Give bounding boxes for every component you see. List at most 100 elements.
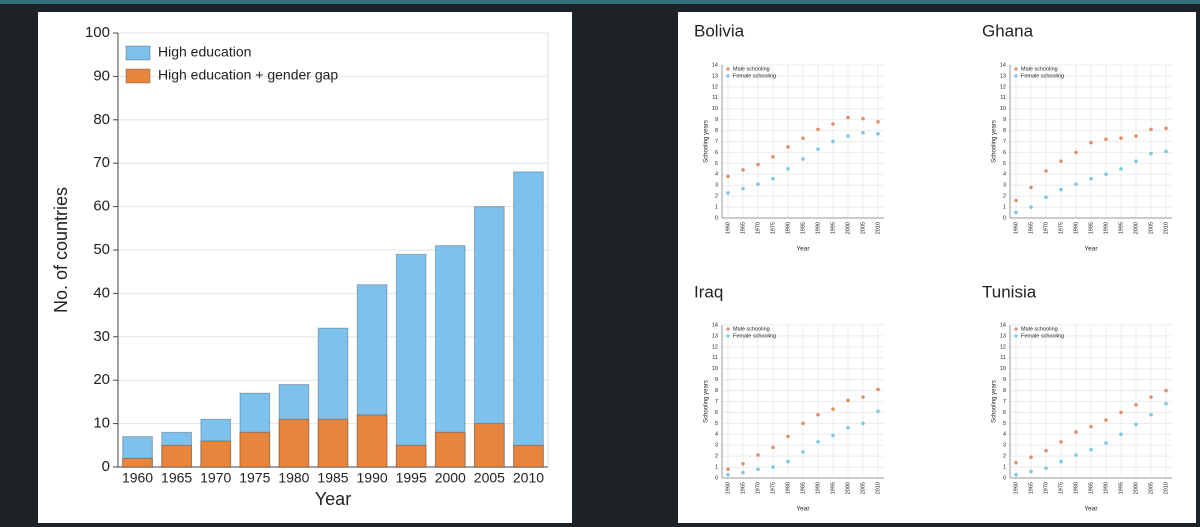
y-tick-label: 10 (1000, 106, 1006, 112)
x-tick-label: 1960 (1013, 482, 1019, 494)
y-tick-label: 4 (715, 432, 718, 438)
point (816, 147, 820, 151)
point (1044, 448, 1048, 453)
x-tick-label: 1985 (1088, 482, 1094, 494)
chart-title: Bolivia (694, 21, 745, 40)
y-tick-label: 14 (1000, 322, 1006, 328)
x-tick-label: 1970 (755, 482, 761, 494)
y-tick-label: 3 (715, 443, 718, 449)
point (1134, 422, 1138, 427)
point (876, 409, 880, 414)
point (771, 465, 775, 469)
chart-title: Ghana (982, 21, 1034, 40)
point (801, 157, 805, 161)
y-tick-label: 100 (85, 24, 110, 41)
y-tick-label: 90 (93, 67, 110, 84)
x-axis-label: Year (315, 489, 351, 509)
x-tick-label: 1990 (815, 222, 821, 234)
point (1164, 388, 1168, 393)
x-tick-label: 2010 (875, 482, 881, 494)
x-tick-label: 2005 (1148, 482, 1154, 494)
point (816, 412, 820, 417)
y-tick-label: 4 (1003, 172, 1006, 178)
legend-marker (726, 334, 730, 338)
legend-marker (726, 327, 730, 331)
x-tick-label: 2005 (860, 482, 866, 494)
y-tick-label: 9 (715, 117, 718, 123)
y-tick-label: 3 (1003, 443, 1006, 449)
x-tick-label: 1980 (1073, 222, 1079, 234)
point (1119, 410, 1123, 415)
chart-title: Iraq (694, 282, 723, 301)
top-strip (0, 0, 1200, 4)
point (876, 132, 880, 136)
y-tick-label: 11 (1000, 95, 1006, 101)
x-tick-label: 1975 (1058, 222, 1064, 234)
y-tick-label: 5 (715, 161, 718, 167)
point (831, 433, 835, 438)
point (1059, 440, 1063, 444)
point (1164, 126, 1168, 131)
y-tick-label: 10 (712, 106, 718, 112)
point (801, 421, 805, 426)
y-axis-label: No. of countries (51, 187, 71, 313)
point (1074, 430, 1078, 434)
x-tick-label: 2000 (845, 482, 851, 494)
point (1164, 401, 1168, 406)
point (831, 407, 835, 411)
y-tick-label: 11 (712, 95, 718, 101)
legend-label: Female schooling (733, 73, 776, 79)
point (876, 387, 880, 392)
y-tick-label: 20 (93, 371, 110, 388)
y-tick-label: 10 (712, 366, 718, 372)
x-tick-label: 1990 (1103, 222, 1109, 234)
x-tick-label: 1970 (755, 222, 761, 234)
y-axis-label: Schooling years (992, 380, 998, 423)
point (1149, 151, 1153, 156)
point (756, 162, 760, 167)
legend-label: Male schooling (733, 326, 770, 332)
y-axis-label: Schooling years (704, 120, 710, 163)
legend-label: High education (158, 44, 251, 60)
y-tick-label: 6 (715, 150, 718, 156)
point (1014, 198, 1018, 203)
point (1149, 412, 1153, 417)
y-tick-label: 11 (1000, 355, 1006, 361)
x-tick-label: 1990 (357, 470, 388, 486)
bar (278, 418, 310, 468)
y-tick-label: 12 (712, 84, 718, 90)
y-tick-label: 14 (1000, 62, 1006, 68)
y-tick-label: 4 (1003, 432, 1006, 438)
point (1119, 432, 1123, 437)
y-tick-label: 2 (715, 454, 718, 460)
x-tick-label: 1990 (1103, 482, 1109, 494)
x-tick-label: 1995 (1118, 482, 1124, 494)
x-tick-label: 1985 (800, 222, 806, 234)
chart-title: Tunisia (982, 282, 1037, 301)
x-tick-label: 1995 (830, 222, 836, 234)
point (741, 168, 745, 172)
y-tick-label: 9 (1003, 377, 1006, 383)
point (726, 472, 730, 477)
point (1029, 469, 1033, 474)
x-tick-label: 1980 (1073, 482, 1079, 494)
bar (474, 423, 505, 468)
x-axis-label: Year (1084, 506, 1098, 513)
point (876, 120, 880, 124)
point (1074, 453, 1078, 457)
point (1059, 459, 1063, 464)
point (1074, 150, 1078, 155)
point (1029, 185, 1033, 190)
y-tick-label: 13 (1000, 333, 1006, 339)
y-tick-label: 7 (1003, 139, 1006, 145)
point (741, 186, 745, 191)
legend-marker (726, 74, 730, 78)
point (1149, 395, 1153, 399)
y-tick-label: 60 (93, 198, 110, 215)
y-tick-label: 1 (1003, 465, 1006, 471)
x-tick-label: 1985 (317, 470, 348, 486)
y-tick-label: 8 (715, 388, 718, 394)
point (1014, 472, 1018, 477)
